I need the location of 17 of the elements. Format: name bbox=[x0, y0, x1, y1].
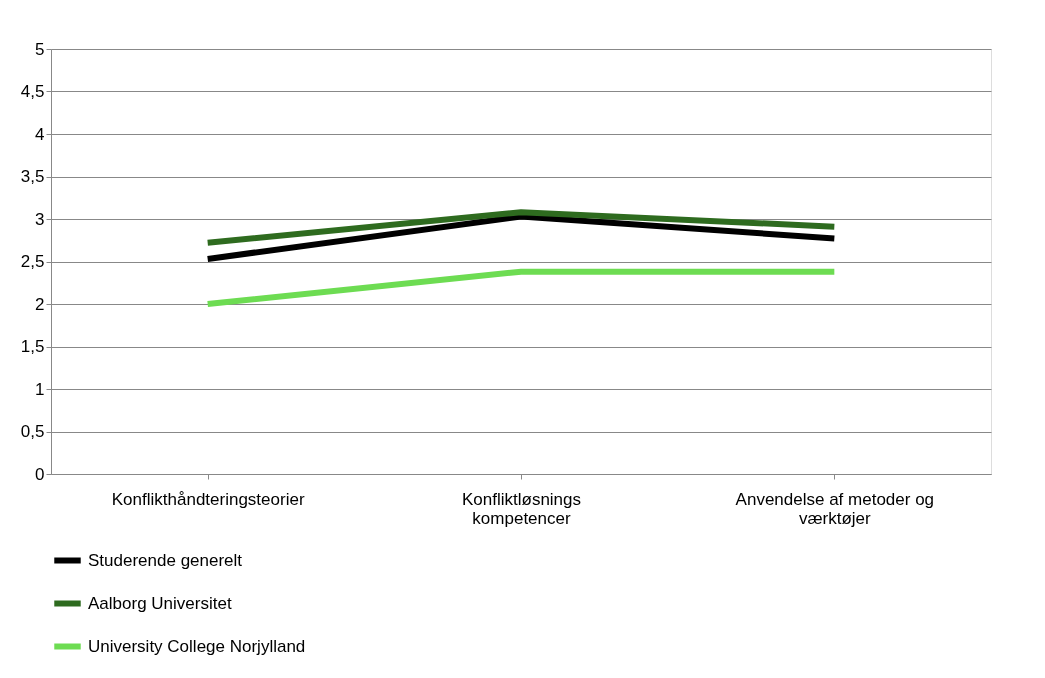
y-tick-label: 1,5 bbox=[20, 337, 45, 356]
x-tick-label: Konflikthåndteringsteorier bbox=[111, 489, 305, 509]
y-tick-label: 0 bbox=[35, 464, 45, 484]
y-tick-label: 3,5 bbox=[20, 167, 45, 186]
y-tick-label: 2 bbox=[35, 294, 45, 314]
y-tick-label: 2,5 bbox=[20, 252, 45, 271]
legend-label: Aalborg Universitet bbox=[88, 593, 232, 613]
y-tick-label: 0,5 bbox=[20, 422, 45, 441]
x-tick-label: Konfliktløsnings kompetencer bbox=[461, 489, 582, 528]
x-tick-label: Anvendelse af metoder og værktøjer bbox=[735, 489, 935, 528]
legend-label: Studerende generelt bbox=[88, 550, 243, 570]
y-tick-label: 5 bbox=[35, 39, 45, 59]
y-tick-label: 3 bbox=[35, 209, 45, 229]
y-tick-label: 4,5 bbox=[20, 82, 45, 101]
y-tick-label: 1 bbox=[35, 379, 45, 399]
legend-label: University College Norjylland bbox=[88, 636, 306, 656]
y-tick-label: 4 bbox=[35, 124, 45, 144]
